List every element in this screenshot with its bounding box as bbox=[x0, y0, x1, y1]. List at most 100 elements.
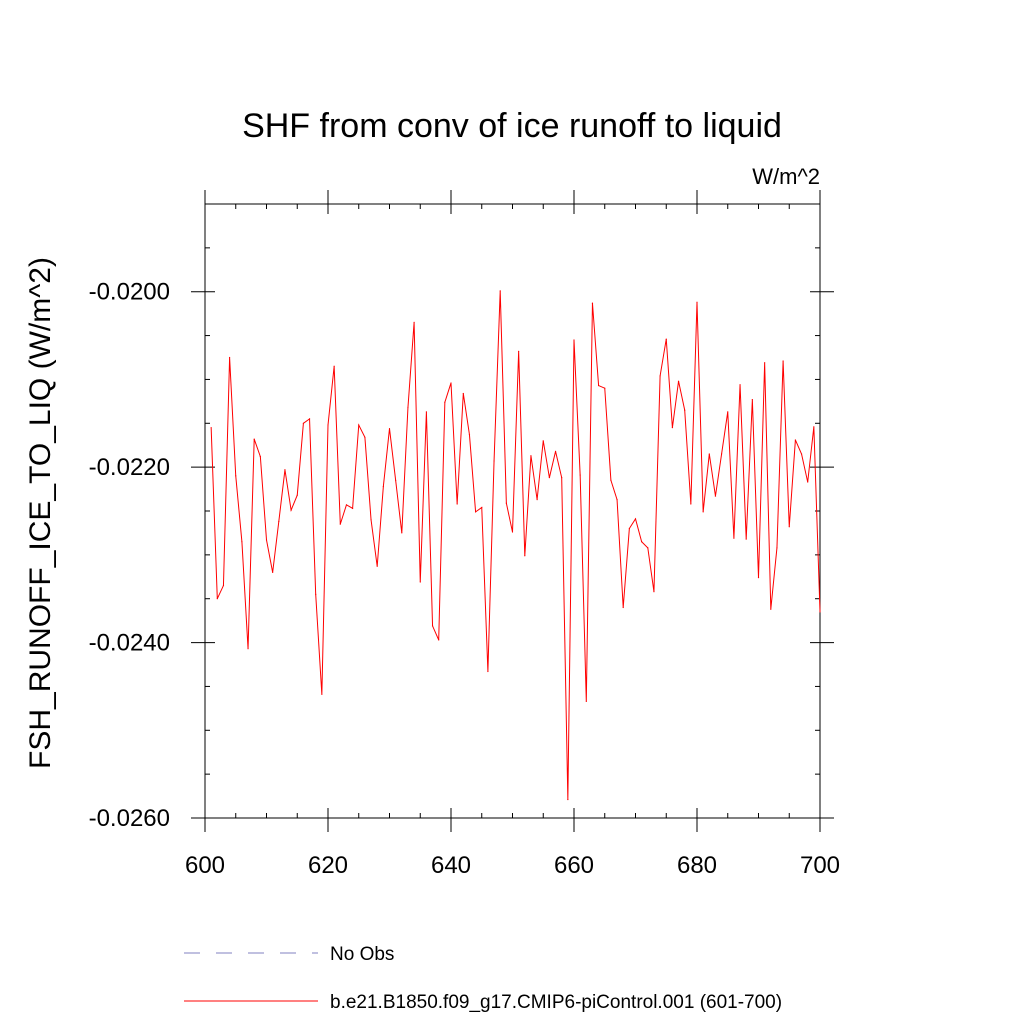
data-point bbox=[376, 565, 378, 567]
y-axis-label: FSH_RUNOFF_ICE_TO_LIQ (W/m^2) bbox=[24, 257, 57, 769]
data-point bbox=[794, 439, 797, 441]
data-point bbox=[388, 427, 391, 430]
data-point bbox=[653, 591, 655, 593]
x-tick-label: 620 bbox=[308, 852, 348, 879]
data-point bbox=[475, 511, 477, 513]
data-point bbox=[770, 608, 772, 610]
data-point bbox=[302, 422, 304, 424]
data-point bbox=[444, 401, 446, 403]
data-point bbox=[634, 518, 637, 520]
data-point bbox=[813, 426, 815, 428]
data-point bbox=[702, 511, 704, 513]
data-point bbox=[382, 485, 384, 488]
data-point bbox=[696, 301, 698, 303]
units-label: W/m^2 bbox=[752, 164, 820, 189]
data-point bbox=[788, 526, 790, 528]
data-point bbox=[554, 450, 557, 452]
data-point bbox=[401, 532, 403, 534]
data-point bbox=[598, 384, 600, 387]
data-point bbox=[665, 338, 667, 340]
data-point bbox=[315, 593, 317, 595]
data-point bbox=[579, 474, 581, 476]
data-point bbox=[548, 477, 551, 479]
y-tick-label: -0.0220 bbox=[89, 454, 170, 481]
legend-label-no-obs: No Obs bbox=[330, 944, 394, 965]
data-point bbox=[308, 418, 311, 420]
x-tick-label: 700 bbox=[800, 852, 840, 879]
axis-ticks bbox=[191, 190, 834, 832]
data-point bbox=[438, 639, 440, 641]
data-point bbox=[567, 798, 569, 801]
data-point bbox=[616, 499, 618, 501]
data-point bbox=[210, 427, 212, 429]
data-point bbox=[708, 453, 710, 455]
y-tick-label: -0.0240 bbox=[89, 630, 170, 657]
axis-tick-labels: 600 620 640 660 680 700 -0.0260 -0.0240 -0.0220 -… bbox=[89, 279, 840, 879]
legend: No Obs b.e21.B1850.f09_g17.CMIP6-piContr… bbox=[184, 944, 782, 1013]
data-point bbox=[604, 387, 606, 389]
data-point bbox=[610, 479, 612, 481]
data-point bbox=[727, 411, 729, 413]
data-point bbox=[468, 434, 471, 436]
data-point bbox=[659, 375, 661, 377]
data-point bbox=[321, 693, 323, 695]
data-point bbox=[370, 519, 372, 521]
data-point bbox=[265, 539, 268, 541]
data-point bbox=[573, 339, 575, 341]
data-point bbox=[819, 611, 821, 613]
data-point bbox=[714, 495, 717, 497]
data-point bbox=[800, 453, 803, 455]
data-point bbox=[493, 460, 495, 462]
data-point bbox=[764, 362, 766, 364]
data-series-line bbox=[210, 290, 821, 800]
data-point bbox=[733, 537, 735, 539]
data-point bbox=[456, 503, 458, 505]
data-points bbox=[210, 290, 821, 801]
data-point bbox=[278, 520, 280, 523]
data-point bbox=[505, 502, 507, 504]
data-point bbox=[296, 494, 298, 496]
x-tick-label: 600 bbox=[185, 852, 225, 879]
data-point bbox=[352, 507, 354, 509]
data-point bbox=[622, 606, 624, 609]
data-point bbox=[241, 541, 243, 543]
data-point bbox=[536, 499, 538, 501]
data-point bbox=[290, 509, 292, 511]
data-point bbox=[671, 427, 674, 429]
data-point bbox=[739, 384, 741, 386]
data-point bbox=[487, 670, 489, 673]
data-point bbox=[499, 290, 501, 292]
x-tick-label: 680 bbox=[677, 852, 717, 879]
y-tick-label: -0.0260 bbox=[89, 805, 170, 832]
data-point bbox=[782, 360, 784, 362]
data-point bbox=[247, 648, 249, 650]
data-point bbox=[431, 625, 434, 627]
data-point bbox=[339, 523, 341, 525]
data-point bbox=[641, 541, 643, 543]
data-point bbox=[216, 598, 218, 600]
data-point bbox=[757, 577, 760, 579]
data-point bbox=[807, 481, 809, 483]
data-point bbox=[628, 527, 630, 530]
data-point bbox=[413, 321, 415, 324]
y-tick-label: -0.0200 bbox=[89, 279, 170, 306]
data-point bbox=[284, 469, 286, 471]
legend-label-model-run: b.e21.B1850.f09_g17.CMIP6-piControl.001 … bbox=[330, 992, 782, 1013]
data-point bbox=[253, 438, 255, 440]
data-point bbox=[272, 571, 274, 574]
data-point bbox=[690, 503, 692, 505]
data-point bbox=[530, 455, 532, 457]
data-point bbox=[776, 547, 778, 549]
data-point bbox=[419, 581, 421, 583]
data-point bbox=[721, 453, 723, 455]
data-point bbox=[229, 356, 231, 359]
data-point bbox=[235, 475, 237, 477]
data-point bbox=[358, 424, 360, 426]
data-point bbox=[677, 380, 680, 382]
plot-frame bbox=[204, 203, 821, 819]
data-point bbox=[481, 506, 483, 509]
chart-title: SHF from conv of ice runoff to liquid bbox=[242, 107, 782, 145]
data-point bbox=[222, 584, 225, 587]
data-point bbox=[364, 436, 366, 438]
